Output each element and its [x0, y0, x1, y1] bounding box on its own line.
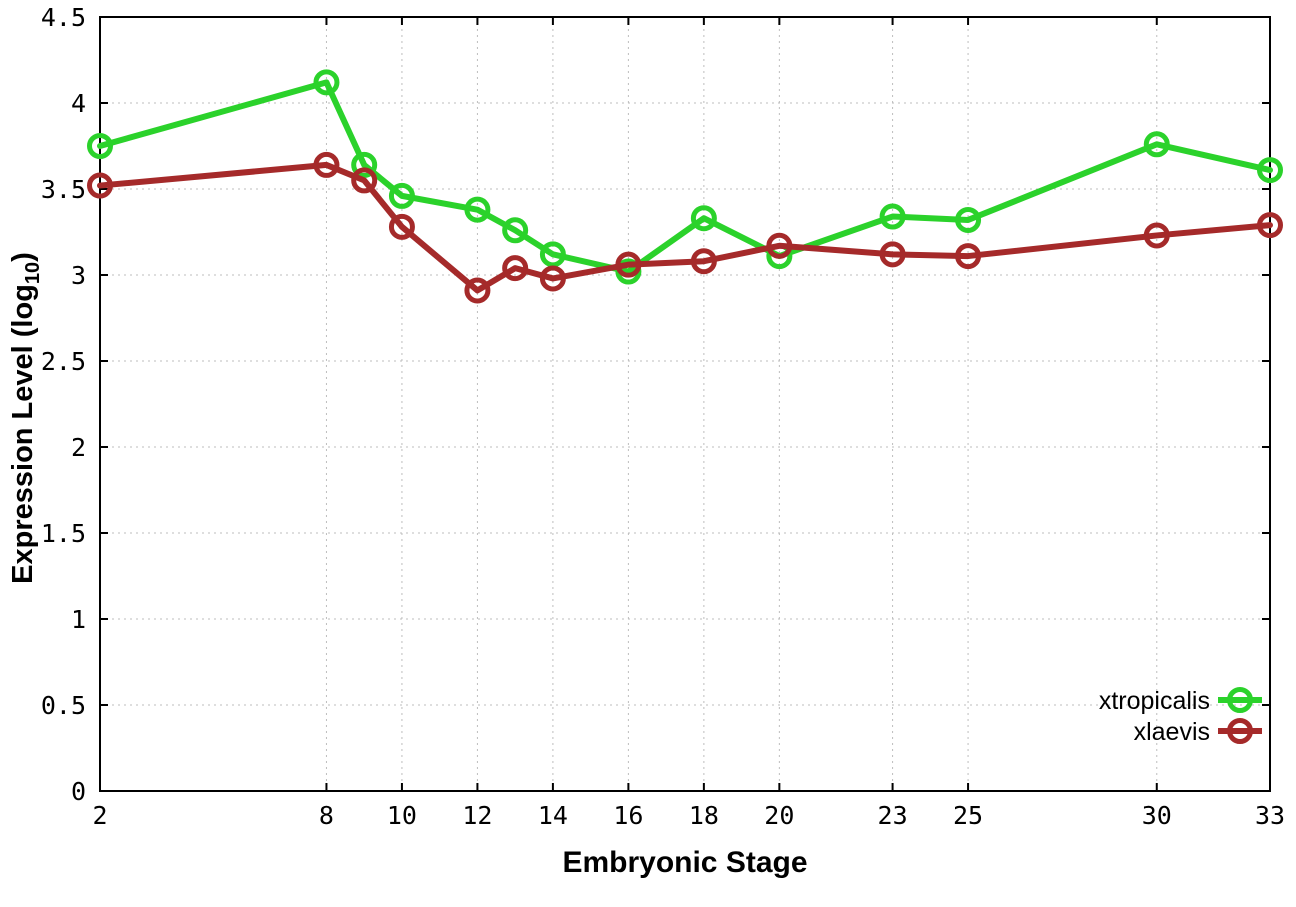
x-tick-label: 10	[387, 801, 417, 830]
data-point-xtropicalis	[690, 205, 717, 232]
x-tick-label: 12	[462, 801, 492, 830]
legend-label-xlaevis: xlaevis	[1134, 718, 1210, 746]
series-line-xlaevis	[97, 161, 1273, 294]
x-tick-label: 8	[319, 801, 334, 830]
data-point-xlaevis	[1257, 212, 1283, 239]
x-tick-label: 30	[1142, 801, 1172, 830]
data-point-xtropicalis	[464, 196, 491, 223]
data-point-xlaevis	[539, 265, 566, 292]
data-point-xtropicalis	[351, 151, 378, 178]
x-axis-title: Embryonic Stage	[562, 846, 807, 879]
x-tick-label: 18	[689, 801, 719, 830]
data-point-xlaevis	[879, 241, 906, 268]
legend-label-xtropicalis: xtropicalis	[1099, 687, 1210, 715]
axis-ticks	[99, 16, 1271, 792]
x-tick-label: 16	[613, 801, 643, 830]
y-tick-label: 4.5	[41, 3, 86, 32]
x-tick-label: 25	[953, 801, 983, 830]
data-point-xtropicalis	[87, 133, 113, 159]
data-point-xlaevis	[690, 248, 717, 275]
x-tick-label: 23	[878, 801, 908, 830]
data-point-xlaevis	[1143, 222, 1170, 249]
data-point-xtropicalis	[1143, 131, 1170, 158]
y-tick-label: 1	[71, 605, 86, 634]
data-point-xlaevis	[464, 277, 491, 304]
data-point-xtropicalis	[955, 206, 982, 233]
data-point-xlaevis	[87, 172, 113, 199]
y-tick-label: 4	[71, 89, 86, 118]
data-point-xlaevis	[351, 167, 378, 194]
data-point-xlaevis	[502, 255, 529, 282]
legend-entry-xtropicalis: xtropicalis	[1099, 687, 1262, 715]
y-tick-label: 3	[71, 261, 86, 290]
y-tick-label: 0.5	[41, 691, 86, 720]
data-point-xlaevis	[388, 213, 415, 240]
y-tick-label: 0	[71, 777, 86, 806]
x-tick-label: 14	[538, 801, 568, 830]
data-point-xtropicalis	[388, 182, 415, 209]
y-tick-labels: 0 0.5 1 1.5 2 2.5 3 3.5 4 4.5	[41, 3, 86, 806]
y-axis-title: Expression Level (log10)	[7, 252, 44, 584]
data-point-xtropicalis	[1257, 157, 1283, 184]
x-tick-label: 20	[764, 801, 794, 830]
data-point-xtropicalis	[502, 217, 529, 244]
legend: xtropicalis xlaevis	[1099, 687, 1262, 746]
data-point-xtropicalis	[879, 203, 906, 230]
gridlines	[99, 16, 1271, 792]
data-point-xlaevis	[766, 232, 793, 259]
legend-marker-xlaevis	[1227, 718, 1253, 744]
plot-border	[99, 16, 1271, 792]
legend-marker-xtropicalis	[1227, 687, 1253, 713]
data-point-xlaevis	[955, 243, 982, 270]
series-xlaevis	[87, 151, 1283, 304]
data-point-xlaevis	[313, 151, 340, 178]
legend-entry-xlaevis: xlaevis	[1134, 718, 1262, 746]
data-point-xtropicalis	[539, 241, 566, 268]
x-tick-label: 2	[92, 801, 107, 830]
x-tick-label: 33	[1255, 801, 1285, 830]
data-point-xlaevis	[615, 251, 642, 278]
y-tick-label: 2	[71, 433, 86, 462]
x-tick-labels: 2 8 10 12 14 16 18 20 23 25 30 33	[92, 801, 1285, 830]
data-point-xtropicalis	[313, 69, 340, 96]
y-tick-label: 3.5	[41, 175, 86, 204]
y-tick-label: 1.5	[41, 519, 86, 548]
y-tick-label: 2.5	[41, 347, 86, 376]
